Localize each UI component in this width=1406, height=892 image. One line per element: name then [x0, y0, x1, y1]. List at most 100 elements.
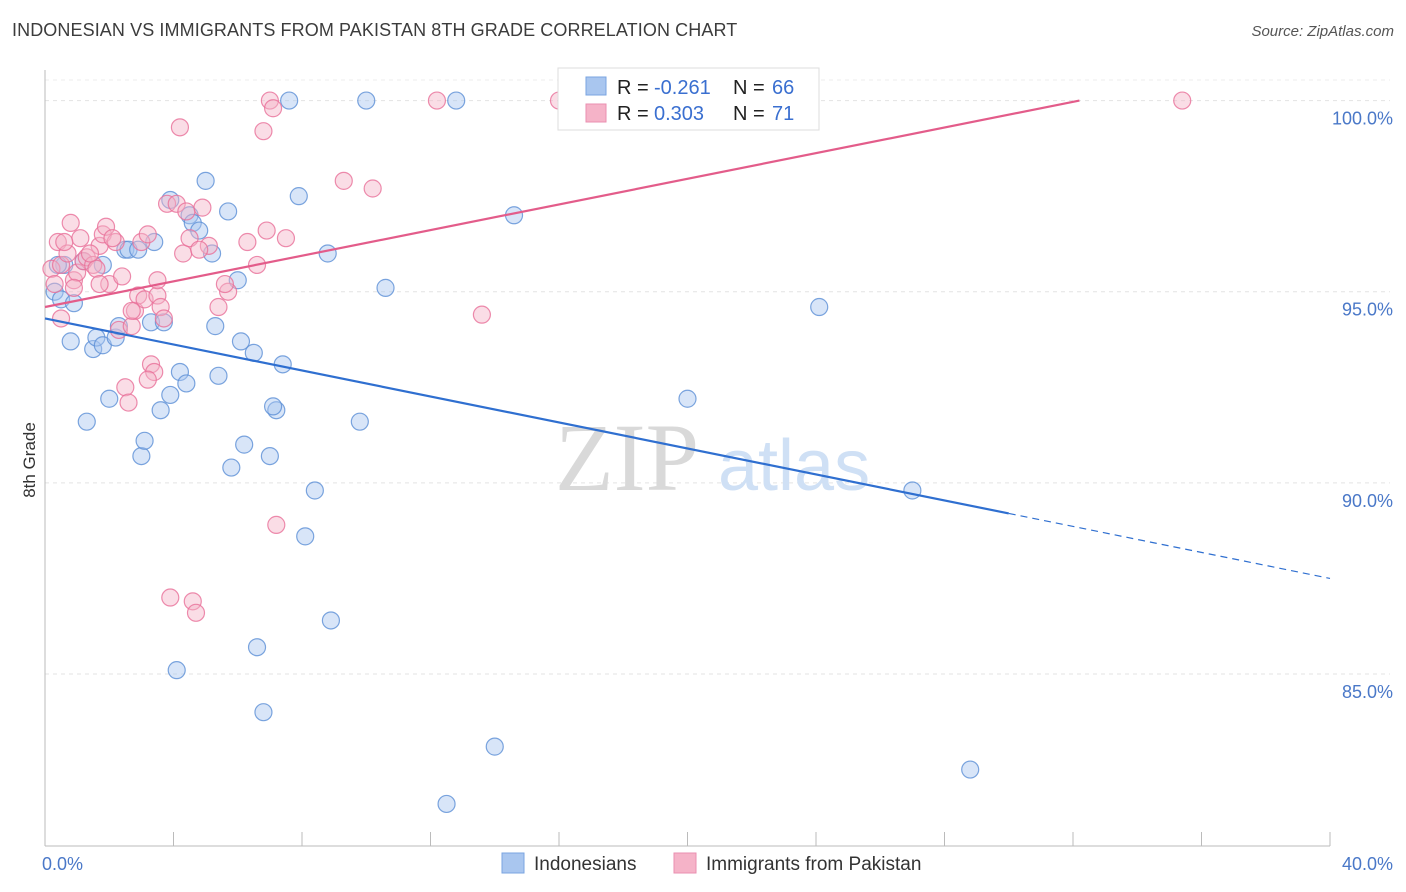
point-pakistan-1 [45, 274, 64, 294]
gridlines [45, 79, 1390, 675]
point-pakistan-54 [363, 179, 382, 198]
point-pakistan-69 [190, 240, 209, 259]
point-indonesians-55 [485, 737, 504, 756]
point-pakistan-55 [427, 91, 447, 110]
point-pakistan-70 [122, 301, 141, 320]
y-axis-tick-labels: 85.0% 90.0% 95.0% 100.0% [1332, 109, 1393, 702]
point-indonesians-41 [260, 446, 279, 466]
point-indonesians-45 [289, 187, 308, 206]
point-pakistan-33 [154, 309, 173, 328]
point-pakistan-46 [238, 232, 257, 252]
point-pakistan-8 [68, 263, 87, 282]
point-pakistan-62 [103, 229, 122, 248]
point-indonesians-37 [235, 435, 254, 454]
point-pakistan-34 [157, 194, 177, 213]
bottom-legend-swatch-indonesians [501, 852, 525, 874]
point-indonesians-51 [357, 91, 376, 110]
point-pakistan-41 [186, 603, 206, 622]
point-pakistan-50 [263, 99, 283, 118]
point-indonesians-49 [321, 611, 341, 630]
trend-line-pakistan [44, 99, 1080, 309]
x-axis-ticks [44, 832, 1331, 846]
point-pakistan-32 [151, 297, 170, 317]
data-points [42, 91, 1192, 814]
point-indonesians-50 [350, 412, 369, 431]
point-indonesians-46 [296, 527, 315, 546]
point-indonesians-36 [231, 332, 251, 351]
point-indonesians-60 [903, 481, 922, 500]
point-indonesians-32 [206, 317, 225, 336]
y-tick-label-95: 95.0% [1342, 300, 1393, 320]
chart-title: INDONESIAN VS IMMIGRANTS FROM PAKISTAN 8… [12, 20, 738, 40]
y-tick-label-90: 90.0% [1342, 491, 1393, 511]
point-pakistan-64 [177, 202, 196, 221]
legend-r-label-pakistan: R = [617, 103, 649, 125]
legend-box: R = -0.261 N = 66 R = 0.303 N = 71 [557, 67, 820, 131]
point-pakistan-53 [334, 171, 353, 190]
point-pakistan-59 [254, 122, 273, 141]
point-indonesians-24 [167, 661, 186, 680]
bottom-legend-label-pakistan: Immigrants from Pakistan [706, 854, 921, 875]
point-pakistan-48 [257, 221, 276, 240]
source-label: Source: ZipAtlas.com [1251, 23, 1394, 40]
point-pakistan-61 [80, 244, 100, 263]
point-pakistan-44 [209, 297, 228, 317]
point-pakistan-58 [1173, 91, 1192, 110]
point-pakistan-31 [148, 286, 167, 305]
point-indonesians-61 [961, 760, 980, 779]
point-indonesians-44 [280, 91, 299, 110]
trend-line-extension-indonesians [1008, 512, 1331, 580]
point-indonesians-54 [447, 91, 466, 110]
point-pakistan-52 [276, 229, 296, 248]
bottom-legend: Indonesians Immigrants from Pakistan [501, 852, 921, 875]
point-indonesians-4 [61, 332, 80, 351]
point-indonesians-47 [305, 481, 324, 500]
legend-n-label-indonesians: N = [733, 77, 765, 99]
point-indonesians-48 [318, 244, 337, 263]
point-indonesians-20 [151, 401, 170, 420]
point-indonesians-52 [376, 278, 395, 297]
point-indonesians-64 [219, 202, 238, 221]
trend-line-indonesians [44, 317, 1009, 515]
point-indonesians-16 [132, 446, 151, 466]
point-pakistan-13 [87, 259, 106, 278]
point-indonesians-10 [100, 389, 119, 408]
point-pakistan-65 [215, 274, 234, 294]
point-pakistan-3 [51, 255, 71, 275]
point-pakistan-6 [61, 213, 80, 233]
point-pakistan-5 [58, 244, 77, 263]
legend-swatch-pakistan [585, 103, 607, 123]
point-pakistan-60 [64, 278, 84, 297]
y-tick-label-100: 100.0% [1332, 109, 1393, 129]
watermark-zip: ZIP [555, 404, 699, 511]
point-indonesians-33 [209, 366, 228, 385]
point-pakistan-40 [183, 592, 202, 611]
point-pakistan-37 [170, 118, 190, 137]
legend-r-label-indonesians: R = [617, 77, 649, 99]
bottom-legend-swatch-pakistan [673, 852, 697, 874]
point-pakistan-35 [161, 588, 180, 607]
y-axis-title: 8th Grade [20, 422, 39, 498]
point-pakistan-42 [193, 198, 212, 217]
point-indonesians-39 [247, 638, 267, 657]
point-pakistan-38 [174, 244, 193, 263]
point-pakistan-0 [42, 259, 61, 278]
legend-n-value-indonesians: 66 [772, 77, 794, 99]
point-indonesians-29 [190, 221, 209, 240]
legend-n-value-pakistan: 71 [772, 103, 794, 125]
legend-r-value-pakistan: 0.303 [654, 103, 704, 125]
point-indonesians-22 [161, 385, 180, 405]
y-tick-label-85: 85.0% [1342, 682, 1393, 702]
point-indonesians-34 [222, 458, 241, 477]
point-pakistan-23 [122, 317, 141, 336]
watermark-atlas: atlas [718, 426, 870, 506]
point-pakistan-43 [199, 236, 218, 255]
point-pakistan-4 [51, 309, 71, 328]
bottom-legend-label-indonesians: Indonesians [534, 854, 636, 875]
point-pakistan-67 [90, 274, 109, 294]
point-indonesians-5 [77, 412, 96, 431]
point-indonesians-40 [254, 703, 273, 722]
point-indonesians-12 [109, 317, 128, 336]
point-pakistan-22 [119, 393, 138, 412]
